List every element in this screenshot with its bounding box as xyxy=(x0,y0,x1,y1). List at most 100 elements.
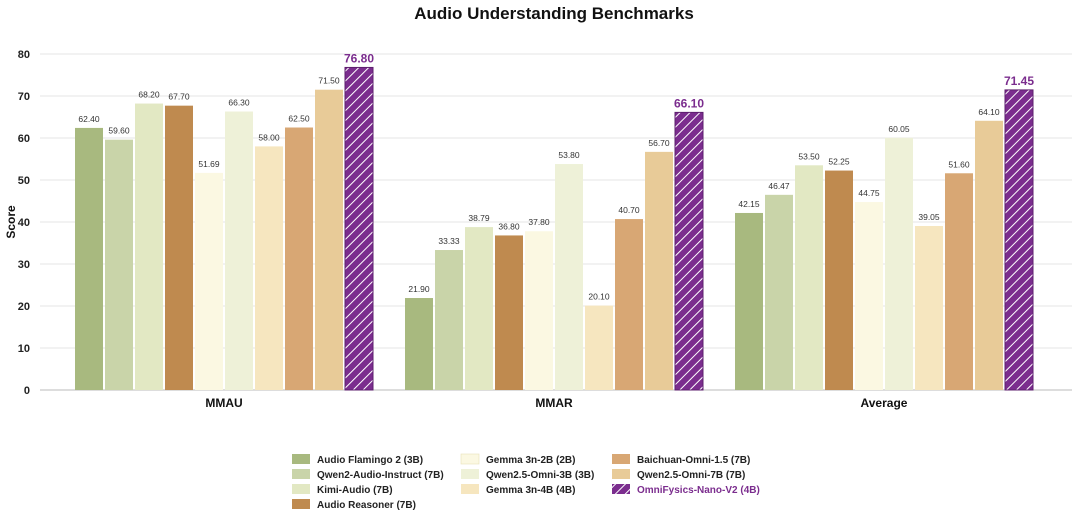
y-tick-label: 80 xyxy=(18,49,30,61)
y-axis-label: Score xyxy=(4,205,18,239)
bar-value-label: 51.69 xyxy=(198,159,220,169)
bar xyxy=(674,111,704,391)
bar-value-label: 36.80 xyxy=(498,221,520,231)
bar xyxy=(645,151,673,390)
bar-value-label: 56.70 xyxy=(648,138,670,148)
y-tick-labels: 0 10 20 30 40 50 60 70 80 xyxy=(18,49,30,397)
bar xyxy=(315,89,343,390)
bar xyxy=(165,105,193,390)
bar-value-label: 64.10 xyxy=(978,107,1000,117)
bar-value-label: 38.79 xyxy=(468,213,490,223)
bar xyxy=(105,139,133,390)
legend-swatch xyxy=(612,454,630,464)
legend-label: Audio Flamingo 2 (3B) xyxy=(317,455,423,466)
bar-value-label: 33.33 xyxy=(438,236,460,246)
legend-label: Qwen2-Audio-Instruct (7B) xyxy=(317,470,444,481)
legend-label: Qwen2.5-Omni-3B (3B) xyxy=(486,470,594,481)
bar xyxy=(975,120,1003,390)
legend-label: Audio Reasoner (7B) xyxy=(317,500,416,511)
legend-swatch xyxy=(461,469,479,479)
legend-swatch xyxy=(460,453,480,465)
category-label: MMAR xyxy=(535,396,573,410)
bar xyxy=(795,165,823,390)
legend-swatch xyxy=(292,454,310,464)
bar-value-label: 20.10 xyxy=(588,292,610,302)
legend: Audio Flamingo 2 (3B) Qwen2-Audio-Instruc… xyxy=(292,453,760,511)
y-tick-label: 20 xyxy=(18,301,30,313)
bar-value-label: 67.70 xyxy=(168,92,190,102)
chart-title: Audio Understanding Benchmarks xyxy=(414,4,694,23)
bar xyxy=(285,127,313,390)
bar-value-label: 42.15 xyxy=(738,199,760,209)
legend-swatch xyxy=(292,469,310,479)
bar xyxy=(735,212,763,390)
y-tick-label: 60 xyxy=(18,133,30,145)
legend-label: Gemma 3n-4B (4B) xyxy=(486,485,575,496)
bar xyxy=(585,305,613,390)
bar-value-label: 53.80 xyxy=(558,150,580,160)
bar-value-label: 44.75 xyxy=(858,188,880,198)
y-tick-label: 10 xyxy=(18,343,30,355)
bar-value-label: 37.80 xyxy=(528,217,550,227)
bar xyxy=(525,231,553,390)
bar xyxy=(825,170,853,390)
y-tick-label: 70 xyxy=(18,91,30,103)
bar xyxy=(615,219,643,390)
bar xyxy=(945,173,973,390)
bar-value-label: 59.60 xyxy=(108,126,130,136)
bar-value-label: 39.05 xyxy=(918,212,940,222)
bar xyxy=(555,164,583,390)
bar-value-label: 62.50 xyxy=(288,114,310,124)
bar-value-label: 46.47 xyxy=(768,181,790,191)
bar-value-label: 66.30 xyxy=(228,98,250,108)
legend-swatch xyxy=(292,499,310,509)
bar-value-label: 53.50 xyxy=(798,151,820,161)
legend-label: OmniFysics-Nano-V2 (4B) xyxy=(637,485,760,496)
bar-value-label: 76.80 xyxy=(344,51,374,65)
bar-value-label: 68.20 xyxy=(138,90,160,100)
bar xyxy=(195,172,223,390)
bar-value-label: 62.40 xyxy=(78,114,100,124)
bar xyxy=(225,111,253,390)
bar xyxy=(75,127,103,391)
bar xyxy=(255,146,283,390)
y-tick-label: 50 xyxy=(18,175,30,187)
legend-label: Gemma 3n-2B (2B) xyxy=(486,455,575,466)
category-label: Average xyxy=(861,396,908,410)
y-tick-label: 0 xyxy=(24,385,30,397)
y-tick-label: 30 xyxy=(18,259,30,271)
legend-swatch xyxy=(461,484,479,494)
value-labels: 62.40 59.60 68.20 67.70 51.69 66.30 58.00 62.50… xyxy=(78,51,1034,301)
bar-value-label: 71.45 xyxy=(1004,74,1034,88)
bar-value-label: 58.00 xyxy=(258,132,280,142)
legend-label: Baichuan-Omni-1.5 (7B) xyxy=(637,455,750,466)
bar xyxy=(855,202,883,390)
bar xyxy=(135,103,163,390)
legend-swatch xyxy=(612,484,630,494)
bar xyxy=(765,194,793,390)
bar xyxy=(435,250,463,390)
bar-value-label: 51.60 xyxy=(948,159,970,169)
bar xyxy=(344,66,374,391)
category-labels: MMAU MMAR Average xyxy=(205,396,907,410)
legend-label: Kimi-Audio (7B) xyxy=(317,485,393,496)
bar xyxy=(495,235,523,390)
bar-value-label: 71.50 xyxy=(318,76,340,86)
bar-value-label: 52.25 xyxy=(828,157,850,167)
legend-swatch xyxy=(612,469,630,479)
bar xyxy=(885,137,913,390)
legend-swatch xyxy=(292,484,310,494)
bar xyxy=(465,227,493,390)
legend-label: Qwen2.5-Omni-7B (7B) xyxy=(637,470,745,481)
bar xyxy=(915,225,943,390)
y-tick-label: 40 xyxy=(18,217,30,229)
bar-value-label: 66.10 xyxy=(674,96,704,110)
bar xyxy=(405,298,433,390)
category-label: MMAU xyxy=(205,396,242,410)
bar-value-label: 21.90 xyxy=(408,284,430,294)
bar-value-label: 60.05 xyxy=(888,124,910,134)
bar xyxy=(1004,89,1034,391)
bars xyxy=(75,66,1034,391)
bar-value-label: 40.70 xyxy=(618,205,640,215)
